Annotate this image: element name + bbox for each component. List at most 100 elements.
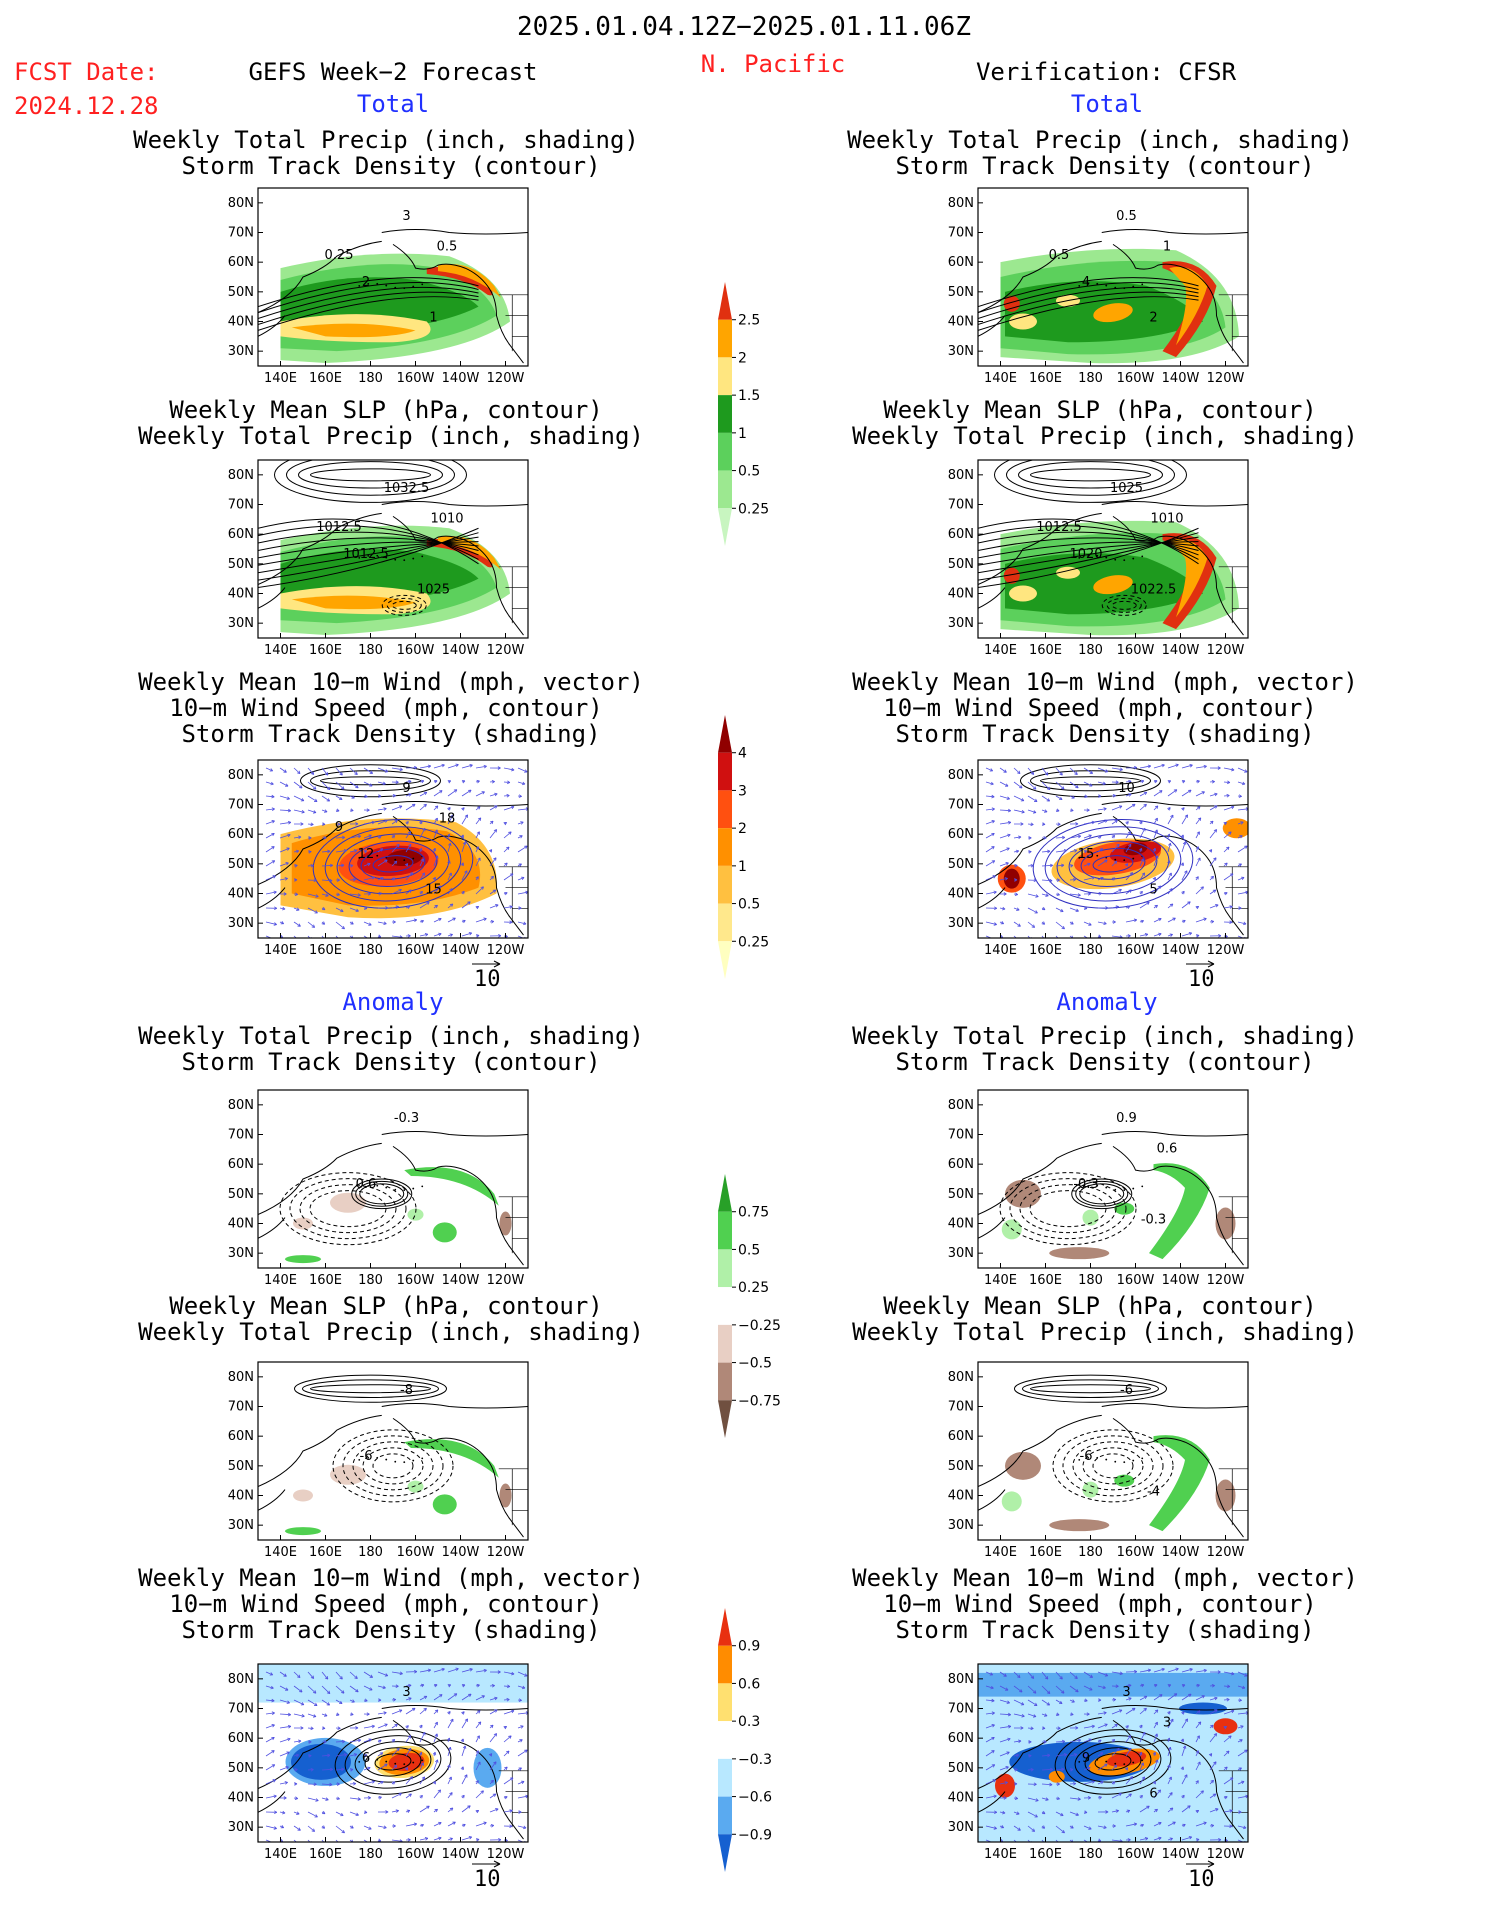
y-tick-label: 30N — [948, 1820, 974, 1835]
colorbar-segment — [718, 1211, 732, 1250]
y-tick-label: 50N — [948, 1761, 974, 1776]
colorbar-label: 0.25 — [738, 934, 769, 950]
x-tick-label: 120W — [487, 1273, 525, 1288]
x-tick-label: 120W — [487, 943, 525, 958]
anomaly-label-right: Anomaly — [1056, 988, 1158, 1016]
y-tick-label: 40N — [228, 587, 254, 602]
x-tick-label: 160E — [1029, 943, 1062, 958]
panel-title-line: Weekly Total Precip (inch, shading) — [852, 1022, 1358, 1050]
y-tick-label: 30N — [948, 1518, 974, 1533]
x-tick-label: 140E — [984, 371, 1017, 386]
colorbar-segment — [718, 1834, 732, 1872]
y-tick-label: 40N — [228, 1217, 254, 1232]
y-tick-label: 70N — [948, 798, 974, 813]
y-tick-label: 50N — [228, 1459, 254, 1474]
colorbar-label: 0.5 — [738, 1242, 760, 1258]
x-tick-label: 180 — [1078, 1545, 1103, 1560]
y-tick-label: 40N — [228, 887, 254, 902]
x-tick-label: 140W — [1162, 643, 1200, 658]
contour-label: -0.3 — [1141, 1213, 1166, 1228]
x-tick-label: 160E — [309, 1847, 342, 1862]
y-tick-label: 30N — [948, 1246, 974, 1261]
contour-label: 9 — [1082, 1751, 1090, 1766]
x-tick-label: 180 — [1078, 1847, 1103, 1862]
y-tick-label: 40N — [948, 1791, 974, 1806]
y-tick-label: 30N — [228, 1246, 254, 1261]
colorbar-segment — [718, 1796, 732, 1835]
x-tick-label: 140W — [1162, 1273, 1200, 1288]
colorbar-label: 0.3 — [738, 1714, 760, 1730]
y-tick-label: 40N — [948, 1489, 974, 1504]
x-tick-label: 120W — [1207, 943, 1245, 958]
colorbar-label: −0.3 — [738, 1752, 772, 1768]
contour-label: 1012.5 — [343, 547, 389, 562]
contour-label: 0.5 — [437, 239, 458, 254]
vector-reference-label: 10 — [1188, 967, 1215, 992]
x-tick-label: 120W — [1207, 1273, 1245, 1288]
colorbar-label: 4 — [738, 746, 747, 762]
x-tick-label: 180 — [358, 643, 383, 658]
x-tick-label: 160W — [397, 943, 435, 958]
colorbar-label: 0.6 — [738, 1676, 760, 1692]
y-tick-label: 50N — [228, 285, 254, 300]
colorbar-segment — [718, 1287, 732, 1325]
contour-label: 2 — [362, 275, 370, 290]
y-tick-label: 60N — [948, 827, 974, 842]
x-tick-label: 160E — [1029, 1545, 1062, 1560]
y-tick-label: 30N — [948, 916, 974, 931]
y-tick-label: 50N — [228, 857, 254, 872]
x-tick-label: 180 — [358, 943, 383, 958]
x-tick-label: 180 — [358, 1847, 383, 1862]
region-label: N. Pacific — [700, 50, 846, 78]
y-tick-label: 60N — [948, 1157, 974, 1172]
gefs-title: GEFS Week−2 Forecast — [248, 58, 538, 86]
x-tick-label: 160W — [1117, 943, 1155, 958]
colorbar-label: 3 — [738, 783, 747, 799]
y-tick-label: 60N — [228, 1429, 254, 1444]
y-tick-label: 60N — [948, 1429, 974, 1444]
contour-label: 1 — [429, 311, 437, 326]
y-tick-label: 80N — [948, 196, 974, 211]
panel-title-line: Weekly Total Precip (inch, shading) — [133, 126, 639, 154]
y-tick-label: 80N — [948, 1098, 974, 1113]
x-tick-label: 140E — [984, 1273, 1017, 1288]
colorbar-label: 1 — [738, 426, 747, 442]
y-tick-label: 30N — [228, 616, 254, 631]
colorbar-segment — [718, 828, 732, 866]
y-tick-label: 40N — [948, 587, 974, 602]
panel-title-line: Storm Track Density (shading) — [181, 1616, 601, 1644]
panel-title-line: Storm Track Density (contour) — [181, 1048, 601, 1076]
x-tick-label: 180 — [358, 371, 383, 386]
x-tick-label: 140W — [442, 1847, 480, 1862]
x-tick-label: 160W — [397, 1545, 435, 1560]
contour-label: 18 — [439, 811, 456, 826]
x-tick-label: 140E — [984, 943, 1017, 958]
map-panel-fcst-anom-wind: 3 6 80N 70N 60N 50N 40N 30N 140E 160E 180 160W 140W 1… — [228, 1663, 529, 1862]
x-tick-label: 120W — [487, 371, 525, 386]
panel-title-line: Weekly Mean SLP (hPa, contour) — [169, 396, 603, 424]
panel-title-line: Weekly Total Precip (inch, shading) — [138, 1022, 644, 1050]
vector-reference-arrow: 10 — [472, 960, 501, 992]
x-tick-label: 160W — [1117, 643, 1155, 658]
x-tick-label: 160W — [397, 371, 435, 386]
map-panel-cfsr-anom-precip: 0.9 -0.3 -0.3 0.6 80N 70N 60N 50N 40N 30N 140E 160E… — [948, 1089, 1249, 1288]
panel-title-line: Weekly Mean 10−m Wind (mph, vector) — [852, 668, 1358, 696]
x-tick-label: 180 — [358, 1273, 383, 1288]
y-tick-label: 80N — [228, 768, 254, 783]
y-tick-label: 80N — [948, 1672, 974, 1687]
panel-title-line: 10−m Wind Speed (mph, contour) — [169, 1590, 603, 1618]
colorbar-segment — [718, 790, 732, 829]
x-tick-label: 140W — [442, 1273, 480, 1288]
y-tick-label: 70N — [228, 1702, 254, 1717]
map-panel-cfsr-anom-wind: 3 9 6 3 80N 70N 60N 50N 40N 30N 140E 160E 180 160W 140… — [948, 1663, 1249, 1862]
colorbar-label: −0.9 — [738, 1827, 772, 1843]
y-tick-label: 70N — [948, 1702, 974, 1717]
panel-title-line: Weekly Total Precip (inch, shading) — [852, 422, 1358, 450]
y-tick-label: 60N — [948, 1731, 974, 1746]
y-tick-label: 80N — [228, 1370, 254, 1385]
x-tick-label: 140W — [1162, 371, 1200, 386]
x-tick-label: 160W — [1117, 1847, 1155, 1862]
y-tick-label: 60N — [228, 827, 254, 842]
y-tick-label: 50N — [948, 285, 974, 300]
x-tick-label: 160W — [397, 643, 435, 658]
